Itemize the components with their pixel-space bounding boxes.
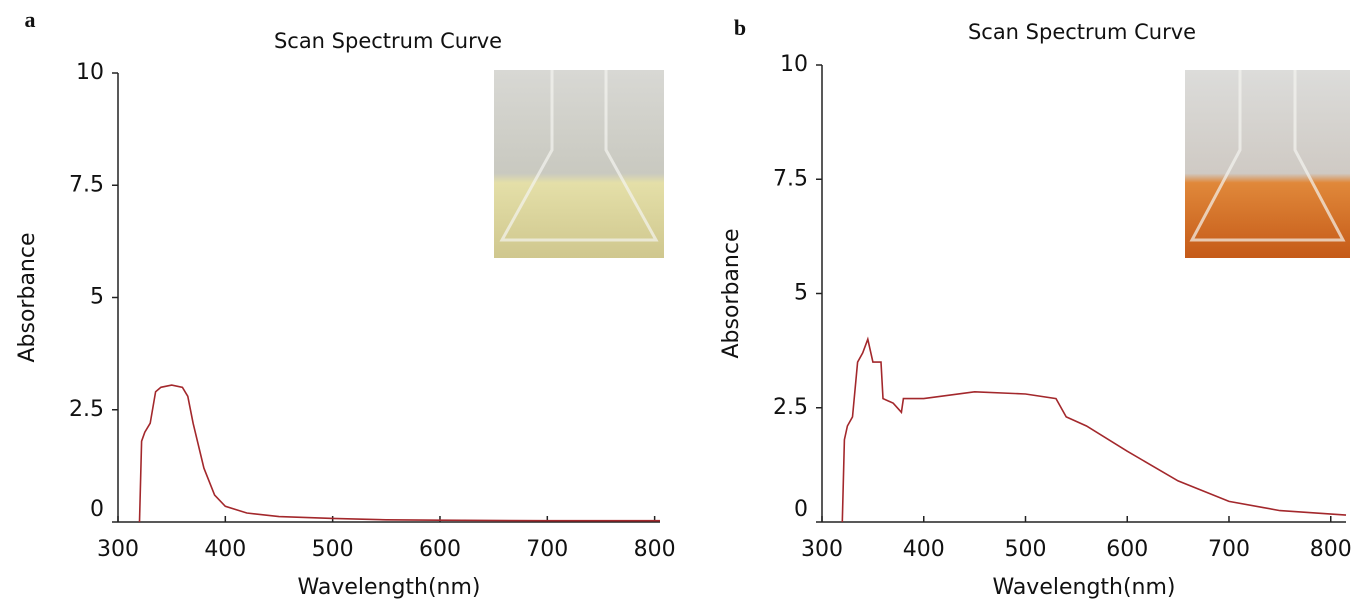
- x-tick-label: 700: [526, 537, 568, 562]
- spectrum-line: [841, 336, 1347, 523]
- y-tick-label: 2.5: [69, 397, 104, 422]
- inset-photo: [494, 70, 664, 258]
- y-tick-label: 2.5: [773, 395, 808, 420]
- x-tick-label: 500: [1004, 537, 1046, 562]
- y-tick-label: 5: [90, 285, 104, 310]
- y-axis-label: Absorbance: [719, 228, 744, 358]
- x-tick-label: 800: [1310, 537, 1352, 562]
- x-tick-label: 300: [97, 537, 139, 562]
- spectrum-line: [138, 384, 660, 523]
- chart-title: Scan Spectrum Curve: [968, 20, 1196, 44]
- y-axis-label: Absorbance: [15, 232, 40, 362]
- x-tick-label: 700: [1208, 537, 1250, 562]
- x-axis-label: Wavelength(nm): [297, 575, 480, 600]
- y-tick-label: 10: [76, 60, 104, 85]
- y-tick-label: 5: [794, 281, 808, 306]
- y-tick-label: 0: [794, 497, 808, 522]
- panel-label: b: [734, 15, 746, 40]
- x-tick-label: 300: [801, 537, 843, 562]
- panel-label: a: [25, 7, 36, 32]
- y-tick-label: 0: [90, 497, 104, 522]
- x-tick-label: 500: [312, 537, 354, 562]
- x-tick-label: 600: [1106, 537, 1148, 562]
- x-axis-label: Wavelength(nm): [992, 575, 1175, 600]
- y-tick-label: 7.5: [773, 166, 808, 191]
- inset-photo: [1185, 70, 1350, 258]
- x-tick-label: 400: [204, 537, 246, 562]
- y-tick-label: 7.5: [69, 172, 104, 197]
- x-tick-label: 800: [634, 537, 676, 562]
- x-tick-label: 400: [903, 537, 945, 562]
- chart-title: Scan Spectrum Curve: [274, 29, 502, 53]
- y-tick-label: 10: [780, 52, 808, 77]
- x-tick-label: 600: [419, 537, 461, 562]
